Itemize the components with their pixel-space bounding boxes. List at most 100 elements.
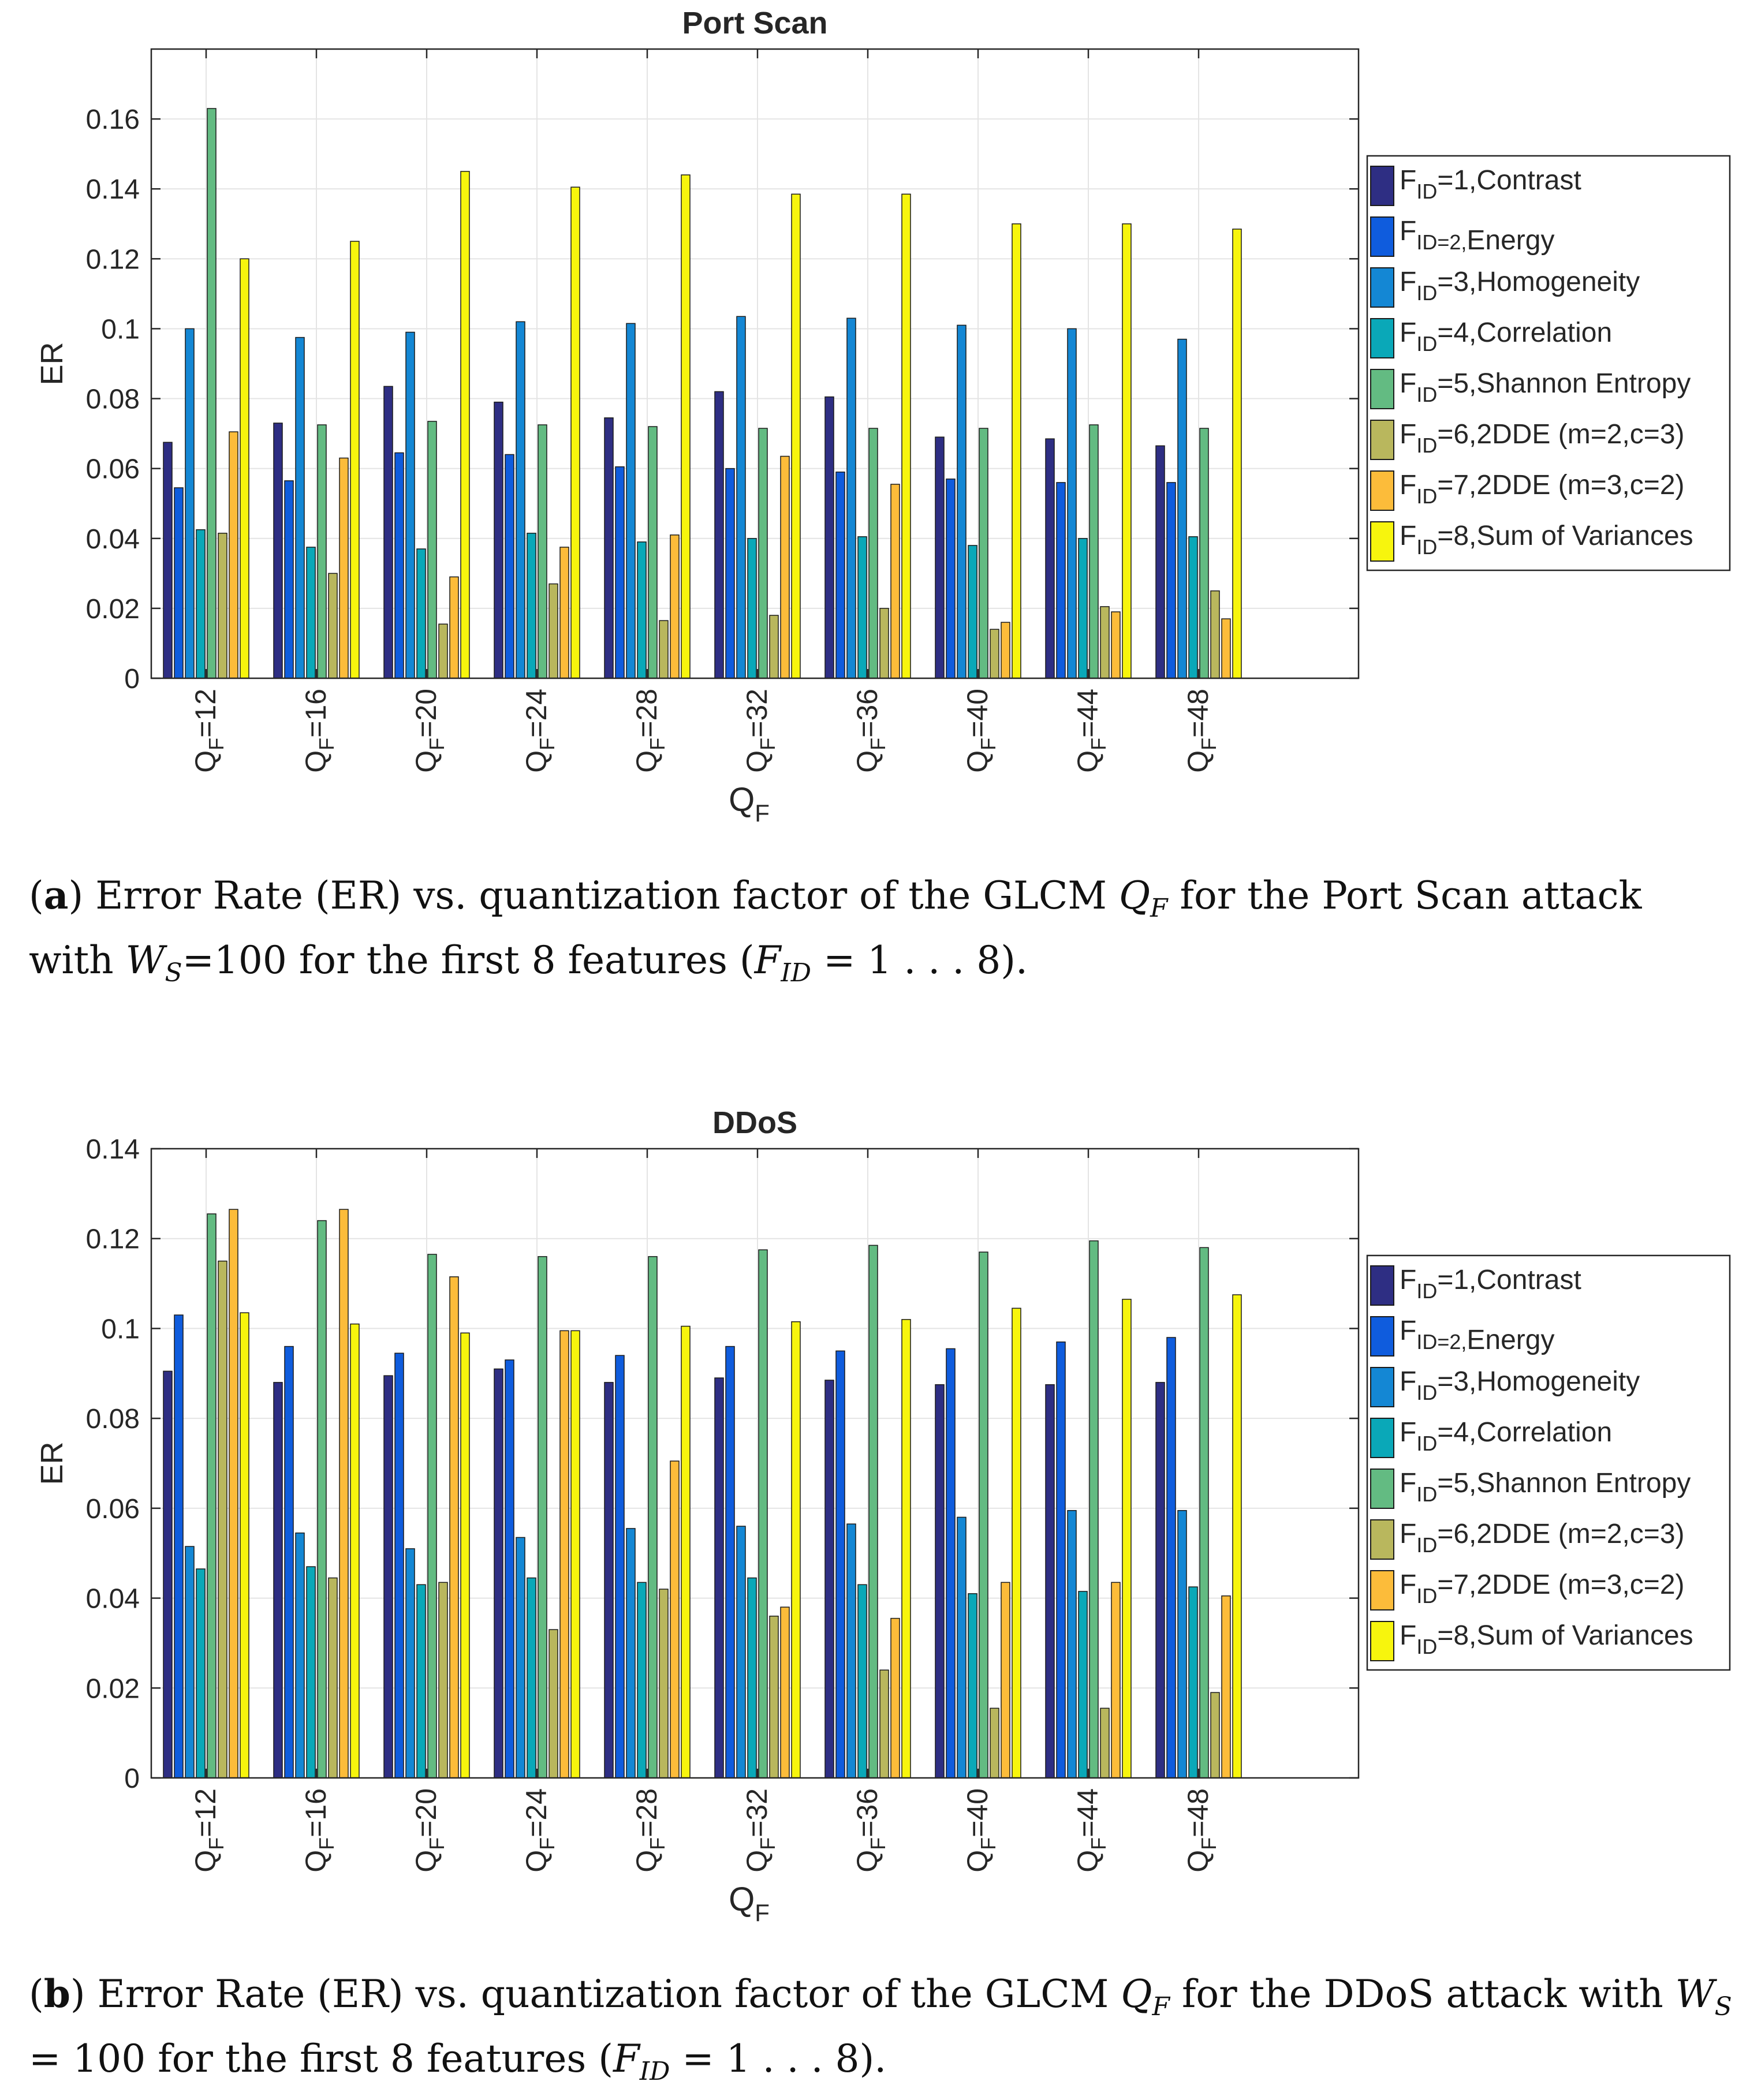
y-tick-label: 0.06 (86, 1494, 140, 1524)
x-tick-label: QF=24 (520, 1788, 559, 1873)
bar (1111, 1582, 1121, 1778)
bar (1166, 482, 1176, 679)
bar (857, 536, 867, 679)
bar (957, 324, 967, 679)
bar (1056, 1342, 1066, 1778)
bar (1221, 1595, 1231, 1778)
legend-swatch (1370, 1316, 1394, 1357)
bar (769, 1615, 779, 1778)
bar (339, 1209, 349, 1778)
bar (714, 391, 724, 679)
bar (438, 1582, 448, 1778)
bar (284, 1346, 294, 1778)
bar (218, 532, 227, 679)
bar (968, 545, 977, 679)
axes-box (150, 48, 1360, 679)
bar (163, 1370, 173, 1778)
bar (548, 583, 558, 679)
x-tick-label: QF=40 (961, 1788, 1000, 1873)
bar (306, 547, 316, 679)
chart-title: DDoS (712, 1105, 797, 1140)
bar (494, 1368, 503, 1778)
bar (570, 186, 580, 679)
y-tick-label: 0 (124, 664, 140, 694)
legend-swatch (1370, 318, 1394, 358)
bar (1056, 482, 1066, 679)
bar (548, 1629, 558, 1778)
bar (1232, 229, 1242, 679)
bar (1045, 1384, 1055, 1778)
bar (935, 436, 945, 679)
bar (516, 1537, 525, 1778)
bar (416, 548, 426, 679)
bar (1188, 536, 1198, 679)
bar (229, 1209, 238, 1778)
bar (791, 193, 801, 679)
bar (626, 323, 636, 679)
bar (229, 431, 238, 679)
bar (328, 573, 338, 679)
bar (295, 1532, 305, 1778)
bar (1100, 1707, 1110, 1778)
bar (990, 629, 999, 679)
bar (394, 1352, 404, 1778)
bar (946, 1348, 956, 1778)
x-tick-label: QF=32 (741, 689, 779, 773)
x-tick-label: QF=28 (630, 1788, 669, 1873)
bar (725, 468, 735, 679)
legend-entry: FID=7,2DDE (m=3,c=2) (1400, 470, 1685, 508)
bar (1012, 1307, 1021, 1778)
bar (846, 317, 856, 679)
bar (990, 1707, 999, 1778)
bar (659, 1589, 669, 1778)
bar (328, 1577, 338, 1778)
legend-swatch (1370, 1468, 1394, 1509)
bar (1232, 1294, 1242, 1778)
bar (273, 423, 283, 679)
legend-swatch (1370, 1265, 1394, 1306)
bar (979, 428, 988, 679)
x-tick-label: QF=36 (851, 1788, 890, 1873)
bar (868, 1245, 878, 1778)
bar (174, 487, 184, 679)
bar (637, 541, 647, 679)
bar (1122, 223, 1132, 679)
x-tick-label: QF=44 (1072, 689, 1110, 773)
bar (416, 1584, 426, 1778)
y-tick-label: 0.16 (86, 104, 140, 135)
legend-swatch (1370, 1621, 1394, 1661)
bar (1089, 1240, 1099, 1778)
bar (438, 623, 448, 679)
y-tick-label: 0.08 (86, 1404, 140, 1434)
bar (427, 421, 437, 679)
bar (615, 1355, 625, 1778)
legend-entry: FID=8,Sum of Variances (1400, 521, 1693, 559)
x-tick-label: QF=44 (1072, 1788, 1110, 1873)
y-tick-label: 0.12 (86, 1224, 140, 1255)
bar (185, 1546, 195, 1778)
bar (383, 386, 393, 679)
caption-a: (a) Error Rate (ER) vs. quantization fac… (29, 873, 1642, 988)
legend-box (1366, 1254, 1731, 1671)
x-tick-label: QF=40 (961, 689, 1000, 773)
bar (824, 1380, 834, 1778)
bar (846, 1523, 856, 1778)
bar (659, 620, 669, 679)
bar (681, 174, 691, 679)
legend-entry: FID=7,2DDE (m=3,c=2) (1400, 1570, 1685, 1608)
bar (957, 1516, 967, 1778)
bar (637, 1582, 647, 1778)
bar (207, 108, 217, 679)
bar (1188, 1586, 1198, 1778)
bar (570, 1330, 580, 1778)
y-tick-label: 0.06 (86, 454, 140, 485)
bar (780, 455, 790, 679)
caption-label: b (43, 1971, 70, 2016)
bar (648, 1256, 658, 1778)
bar (505, 454, 514, 679)
bar (538, 424, 547, 679)
bar (946, 479, 956, 679)
bar (1067, 1510, 1077, 1778)
x-tick-label: QF=36 (851, 689, 890, 773)
bar (1199, 428, 1209, 679)
